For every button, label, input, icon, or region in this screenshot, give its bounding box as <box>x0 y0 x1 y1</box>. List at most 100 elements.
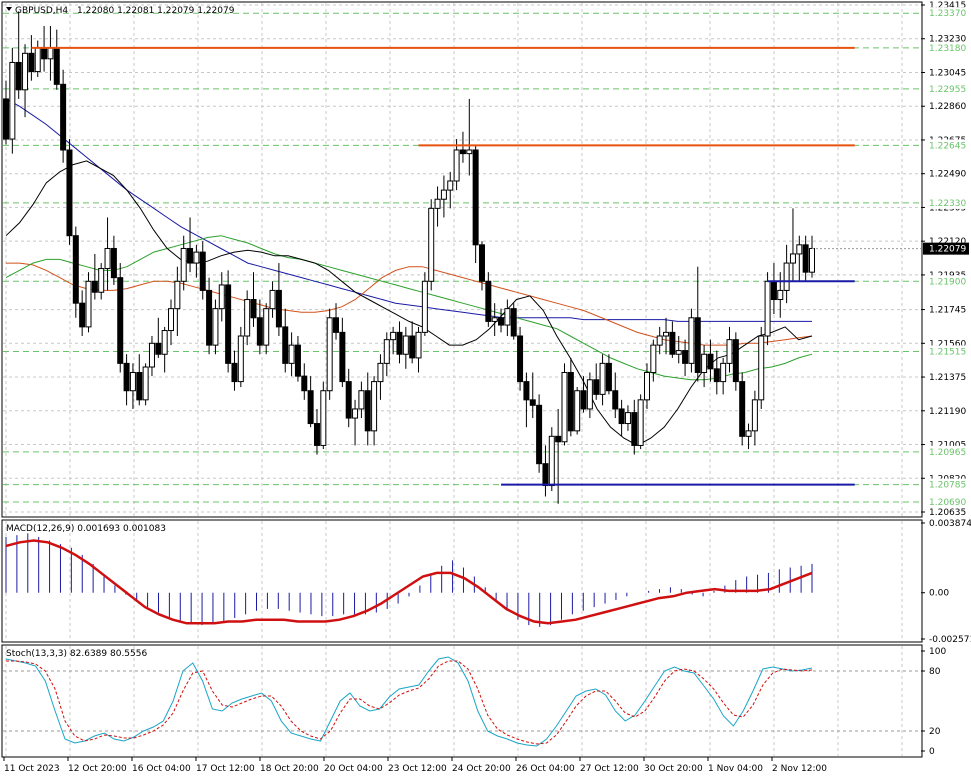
level-tag-label: 1.23180 <box>929 44 966 54</box>
candle-body <box>364 390 371 432</box>
current-price-label: 1.22079 <box>929 245 966 255</box>
candle-body <box>466 149 473 155</box>
support-resistance-lines <box>31 46 855 486</box>
candle-body <box>256 317 263 346</box>
candle-body <box>504 308 511 326</box>
candle-body <box>472 149 479 246</box>
price-tick-label: 1.21560 <box>929 339 966 349</box>
candle-body <box>41 47 48 60</box>
time-tick-label: 30 Oct 20:00 <box>644 764 703 774</box>
candle-body <box>9 61 16 140</box>
price-panel-frame <box>1 1 923 518</box>
candle-body <box>675 350 682 355</box>
macd-tick-label: 0.003874 <box>929 519 971 529</box>
time-tick-label: 24 Oct 20:00 <box>452 764 511 774</box>
candle-body <box>199 251 206 291</box>
time-tick-label: 2 Nov 12:00 <box>772 764 827 774</box>
candle-body <box>104 247 111 270</box>
candle-body <box>796 244 803 255</box>
level-tag-bg <box>925 196 969 209</box>
candle-body <box>129 371 136 392</box>
candle-body <box>809 247 815 273</box>
level-tag-label: 1.20965 <box>929 448 966 458</box>
candle-body <box>66 149 73 237</box>
candle-body <box>174 280 181 310</box>
candle-body <box>301 375 308 392</box>
candle-body <box>732 339 739 383</box>
level-tag-label: 1.22330 <box>929 199 966 209</box>
macd-panel-frame <box>1 519 923 643</box>
level-tag-bg <box>925 345 969 358</box>
candle-body <box>307 390 314 425</box>
candle-body <box>491 317 498 322</box>
candle-body <box>650 344 657 373</box>
candle-body <box>777 289 784 301</box>
candle-body <box>320 390 327 446</box>
candle-body <box>269 289 276 310</box>
candle-body <box>536 404 543 465</box>
candle-body <box>542 463 549 487</box>
candle-body <box>701 353 708 373</box>
candle-body <box>720 362 727 383</box>
candle-body <box>358 390 365 410</box>
stoch-main-line <box>5 656 813 747</box>
stoch-tick-label: 0 <box>929 747 935 757</box>
candle-body <box>770 280 777 301</box>
candle-body <box>333 317 340 333</box>
ma-mid-green-line <box>5 235 813 381</box>
candle-body <box>637 399 644 446</box>
candle-body <box>377 362 384 383</box>
candle-body <box>371 381 378 432</box>
candle-body <box>631 412 638 446</box>
time-tick-label: 23 Oct 12:00 <box>388 764 447 774</box>
candle-body <box>136 371 143 401</box>
level-tag-label: 1.22955 <box>929 85 966 95</box>
price-tick-label: 1.23230 <box>929 35 966 45</box>
macd-signal-line <box>5 539 813 625</box>
time-tick-label: 17 Oct 12:00 <box>196 764 255 774</box>
chevron-down-icon[interactable] <box>6 7 12 11</box>
level-tag-label: 1.20690 <box>929 498 966 508</box>
candle-body <box>396 331 403 355</box>
candle-body <box>142 366 149 401</box>
candle-body <box>206 289 213 346</box>
candle-body <box>783 262 790 291</box>
chart-symbol: GBPUSD,H4 <box>15 6 68 16</box>
candle-body <box>263 308 270 346</box>
candle-body <box>802 244 809 273</box>
candle-body <box>15 61 22 91</box>
candle-body <box>383 339 390 364</box>
candle-body <box>225 284 232 364</box>
candle-body <box>60 83 67 151</box>
level-tag-bg <box>925 41 969 54</box>
candle-body <box>244 299 251 337</box>
chart-ohlc: 1.22080 1.22081 1.22079 1.22079 <box>77 6 235 16</box>
candle-body <box>612 390 619 410</box>
level-tag-label: 1.21900 <box>929 277 966 287</box>
candle-body <box>593 379 600 395</box>
candle-body <box>180 247 187 282</box>
level-tag-bg <box>925 139 969 152</box>
level-tag-bg <box>925 495 969 508</box>
candle-body <box>326 317 333 392</box>
ma-slow-line <box>5 98 812 322</box>
candle-body <box>313 423 320 446</box>
candle-body <box>3 98 9 140</box>
candle-body <box>517 335 524 383</box>
candle-body <box>72 235 79 304</box>
candle-body <box>618 408 625 425</box>
candle-body <box>694 317 701 373</box>
candle-body <box>561 371 568 443</box>
candle-body <box>110 247 117 279</box>
price-tick-label: 1.22120 <box>929 237 966 247</box>
time-axis: 11 Oct 2023 12 Oct 20:00 16 Oct 04:00 17 Oc… <box>3 757 827 774</box>
moving-averages <box>5 98 813 446</box>
candle-body <box>586 379 593 410</box>
candle-body <box>580 390 587 410</box>
time-tick-label: 26 Oct 04:00 <box>516 764 575 774</box>
candle-body <box>713 368 720 383</box>
candle-body <box>447 180 454 191</box>
level-tag-label: 1.21515 <box>929 348 966 358</box>
